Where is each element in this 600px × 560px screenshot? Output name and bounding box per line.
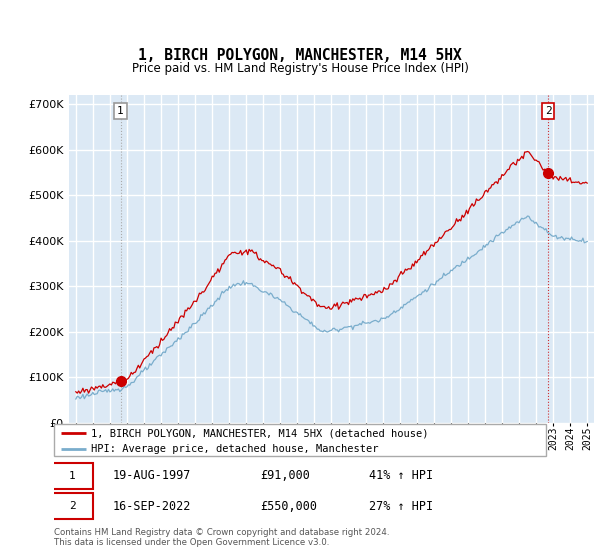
Text: 1: 1 <box>69 471 76 481</box>
Text: 1: 1 <box>117 106 124 116</box>
FancyBboxPatch shape <box>54 424 546 456</box>
Text: 1, BIRCH POLYGON, MANCHESTER, M14 5HX (detached house): 1, BIRCH POLYGON, MANCHESTER, M14 5HX (d… <box>91 428 428 438</box>
Text: Contains HM Land Registry data © Crown copyright and database right 2024.
This d: Contains HM Land Registry data © Crown c… <box>54 528 389 547</box>
Text: 19-AUG-1997: 19-AUG-1997 <box>113 469 191 483</box>
Text: HPI: Average price, detached house, Manchester: HPI: Average price, detached house, Manc… <box>91 445 379 454</box>
FancyBboxPatch shape <box>52 463 94 489</box>
Text: 2: 2 <box>545 106 551 116</box>
Text: £550,000: £550,000 <box>260 500 317 513</box>
Text: 16-SEP-2022: 16-SEP-2022 <box>113 500 191 513</box>
Text: 27% ↑ HPI: 27% ↑ HPI <box>369 500 433 513</box>
Text: Price paid vs. HM Land Registry's House Price Index (HPI): Price paid vs. HM Land Registry's House … <box>131 62 469 75</box>
Text: 41% ↑ HPI: 41% ↑ HPI <box>369 469 433 483</box>
Text: 1, BIRCH POLYGON, MANCHESTER, M14 5HX: 1, BIRCH POLYGON, MANCHESTER, M14 5HX <box>138 49 462 63</box>
FancyBboxPatch shape <box>52 493 94 519</box>
Text: 2: 2 <box>69 501 76 511</box>
Text: £91,000: £91,000 <box>260 469 311 483</box>
